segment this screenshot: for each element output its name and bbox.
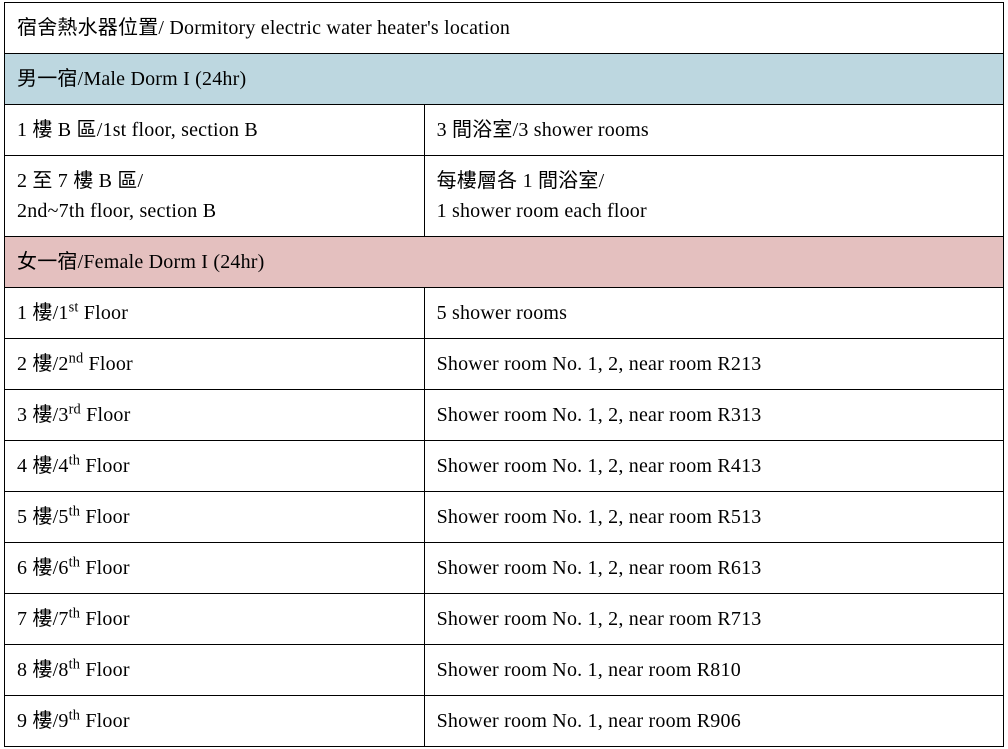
table-row: 9 樓/9th Floor Shower room No. 1, near ro… bbox=[5, 696, 1004, 747]
table-row: 7 樓/7th Floor Shower room No. 1, 2, near… bbox=[5, 594, 1004, 645]
cell-detail: Shower room No. 1, near room R906 bbox=[424, 696, 1003, 747]
cell-location: 1 樓/1st Floor bbox=[5, 288, 425, 339]
cell-detail: Shower room No. 1, 2, near room R513 bbox=[424, 492, 1003, 543]
cell-location: 7 樓/7th Floor bbox=[5, 594, 425, 645]
cell-location: 6 樓/6th Floor bbox=[5, 543, 425, 594]
table-row: 6 樓/6th Floor Shower room No. 1, 2, near… bbox=[5, 543, 1004, 594]
section-header-row: 男一宿/Male Dorm I (24hr) bbox=[5, 54, 1004, 105]
cell-location: 5 樓/5th Floor bbox=[5, 492, 425, 543]
table-row: 1 樓/1st Floor 5 shower rooms bbox=[5, 288, 1004, 339]
cell-detail: 每樓層各 1 間浴室/1 shower room each floor bbox=[424, 156, 1003, 237]
cell-detail: Shower room No. 1, 2, near room R413 bbox=[424, 441, 1003, 492]
table-row: 1 樓 B 區/1st floor, section B 3 間浴室/3 sho… bbox=[5, 105, 1004, 156]
cell-detail: Shower room No. 1, 2, near room R713 bbox=[424, 594, 1003, 645]
table-row: 3 樓/3rd Floor Shower room No. 1, 2, near… bbox=[5, 390, 1004, 441]
cell-location: 3 樓/3rd Floor bbox=[5, 390, 425, 441]
cell-location: 2 樓/2nd Floor bbox=[5, 339, 425, 390]
cell-detail: 3 間浴室/3 shower rooms bbox=[424, 105, 1003, 156]
cell-location: 8 樓/8th Floor bbox=[5, 645, 425, 696]
page-wrap: 宿舍熱水器位置/ Dormitory electric water heater… bbox=[0, 2, 1008, 747]
section-header-row: 女一宿/Female Dorm I (24hr) bbox=[5, 237, 1004, 288]
table-row: 8 樓/8th Floor Shower room No. 1, near ro… bbox=[5, 645, 1004, 696]
cell-detail: Shower room No. 1, 2, near room R313 bbox=[424, 390, 1003, 441]
table-body: 宿舍熱水器位置/ Dormitory electric water heater… bbox=[5, 3, 1004, 747]
cell-location: 1 樓 B 區/1st floor, section B bbox=[5, 105, 425, 156]
cell-detail: 5 shower rooms bbox=[424, 288, 1003, 339]
table-row: 4 樓/4th Floor Shower room No. 1, 2, near… bbox=[5, 441, 1004, 492]
cell-location: 9 樓/9th Floor bbox=[5, 696, 425, 747]
cell-detail: Shower room No. 1, 2, near room R213 bbox=[424, 339, 1003, 390]
section-header: 女一宿/Female Dorm I (24hr) bbox=[5, 237, 1004, 288]
title-row: 宿舍熱水器位置/ Dormitory electric water heater… bbox=[5, 3, 1004, 54]
table-title: 宿舍熱水器位置/ Dormitory electric water heater… bbox=[5, 3, 1004, 54]
cell-location: 4 樓/4th Floor bbox=[5, 441, 425, 492]
cell-location: 2 至 7 樓 B 區/2nd~7th floor, section B bbox=[5, 156, 425, 237]
cell-detail: Shower room No. 1, 2, near room R613 bbox=[424, 543, 1003, 594]
table-row: 2 至 7 樓 B 區/2nd~7th floor, section B 每樓層… bbox=[5, 156, 1004, 237]
table-row: 5 樓/5th Floor Shower room No. 1, 2, near… bbox=[5, 492, 1004, 543]
cell-detail: Shower room No. 1, near room R810 bbox=[424, 645, 1003, 696]
heater-table: 宿舍熱水器位置/ Dormitory electric water heater… bbox=[4, 2, 1004, 747]
table-row: 2 樓/2nd Floor Shower room No. 1, 2, near… bbox=[5, 339, 1004, 390]
section-header: 男一宿/Male Dorm I (24hr) bbox=[5, 54, 1004, 105]
